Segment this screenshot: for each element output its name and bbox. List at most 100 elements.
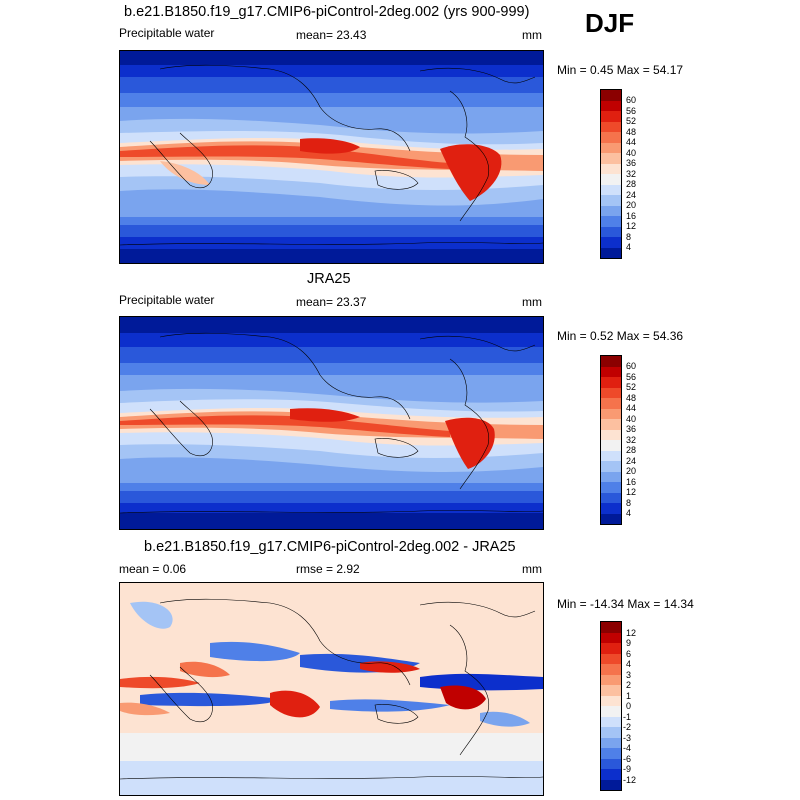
panel3-colorbar-label: 0 — [626, 701, 632, 711]
panel3-title: b.e21.B1850.f19_g17.CMIP6-piControl-2deg… — [144, 539, 516, 555]
panel1-colorbar-label: 24 — [626, 190, 637, 200]
panel2-colorbar-label: 4 — [626, 508, 632, 518]
colorbar-segment — [601, 419, 621, 430]
panel1-colorbar-label: 56 — [626, 106, 637, 116]
colorbar-segment — [601, 727, 621, 738]
panel1-title: b.e21.B1850.f19_g17.CMIP6-piControl-2deg… — [124, 4, 530, 20]
colorbar-segment — [601, 685, 621, 696]
panel3-colorbar-label: -1 — [623, 712, 632, 722]
colorbar-segment — [601, 205, 621, 216]
colorbar-segment — [601, 90, 621, 101]
panel3-colorbar-label: -9 — [623, 764, 632, 774]
panel2-colorbar-label: 36 — [626, 424, 637, 434]
colorbar-segment — [601, 398, 621, 409]
panel1-map — [119, 50, 544, 264]
colorbar-segment — [601, 450, 621, 461]
colorbar-segment — [601, 195, 621, 206]
colorbar-segment — [601, 513, 621, 524]
colorbar-segment — [601, 482, 621, 493]
panel3-colorbar-label: 1 — [626, 691, 632, 701]
colorbar-segment — [601, 503, 621, 514]
colorbar-segment — [601, 216, 621, 227]
panel1-colorbar-label: 40 — [626, 148, 637, 158]
panel3-colorbar-label: 4 — [626, 659, 632, 669]
colorbar-segment — [601, 429, 621, 440]
panel2-colorbar — [600, 355, 622, 525]
panel3-colorbar-label: -6 — [623, 754, 632, 764]
panel1-colorbar-label: 48 — [626, 127, 637, 137]
panel2-colorbar-label: 28 — [626, 445, 637, 455]
colorbar-segment — [601, 377, 621, 388]
colorbar-segment — [601, 247, 621, 258]
panel2-colorbar-label: 16 — [626, 477, 637, 487]
panel3-colorbar-label: 9 — [626, 638, 632, 648]
panel2-colorbar-label: 48 — [626, 393, 637, 403]
panel2-variable-label: Precipitable water — [119, 293, 215, 307]
panel2-colorbar-label: 52 — [626, 382, 637, 392]
colorbar-segment — [601, 706, 621, 717]
panel1-minmax: Min = 0.45 Max = 54.17 — [557, 63, 684, 77]
colorbar-segment — [601, 769, 621, 780]
colorbar-segment — [601, 132, 621, 143]
colorbar-segment — [601, 356, 621, 367]
panel3-units-label: mm — [522, 562, 542, 576]
panel2-colorbar-label: 40 — [626, 414, 637, 424]
panel3-colorbar — [600, 621, 622, 791]
colorbar-segment — [601, 492, 621, 503]
panel1-colorbar-label: 32 — [626, 169, 637, 179]
colorbar-segment — [601, 226, 621, 237]
panel2-colorbar-label: 60 — [626, 361, 637, 371]
colorbar-segment — [601, 237, 621, 248]
colorbar-segment — [601, 716, 621, 727]
colorbar-segment — [601, 366, 621, 377]
panel1-colorbar-label: 52 — [626, 116, 637, 126]
colorbar-segment — [601, 408, 621, 419]
colorbar-segment — [601, 664, 621, 675]
colorbar-segment — [601, 461, 621, 472]
panel3-colorbar-label: -2 — [623, 722, 632, 732]
colorbar-segment — [601, 153, 621, 164]
panel3-colorbar-label: -12 — [623, 775, 637, 785]
panel1-colorbar-label: 20 — [626, 200, 637, 210]
panel2-mean-label: mean= 23.37 — [296, 295, 367, 309]
colorbar-segment — [601, 695, 621, 706]
panel2-title: JRA25 — [307, 271, 351, 287]
panel1-colorbar-label: 8 — [626, 232, 632, 242]
panel3-colorbar-label: 6 — [626, 649, 632, 659]
panel2-colorbar-label: 56 — [626, 372, 637, 382]
colorbar-segment — [601, 174, 621, 185]
panel3-colorbar-label: 2 — [626, 680, 632, 690]
panel2-colorbar-label: 12 — [626, 487, 637, 497]
panel2-colorbar-label: 32 — [626, 435, 637, 445]
panel2-units-label: mm — [522, 295, 542, 309]
panel2-minmax: Min = 0.52 Max = 54.36 — [557, 329, 684, 343]
panel2-colorbar-label: 24 — [626, 456, 637, 466]
colorbar-segment — [601, 643, 621, 654]
colorbar-segment — [601, 121, 621, 132]
colorbar-segment — [601, 111, 621, 122]
colorbar-segment — [601, 737, 621, 748]
colorbar-segment — [601, 387, 621, 398]
panel3-colorbar-label: 3 — [626, 670, 632, 680]
panel2-colorbar-label: 8 — [626, 498, 632, 508]
panel1-map-field — [120, 51, 543, 263]
panel3-colorbar-label: -4 — [623, 743, 632, 753]
panel1-colorbar-label: 60 — [626, 95, 637, 105]
colorbar-segment — [601, 184, 621, 195]
colorbar-segment — [601, 622, 621, 633]
season-label: DJF — [585, 8, 635, 38]
panel1-colorbar-label: 4 — [626, 242, 632, 252]
panel1-colorbar-label: 12 — [626, 221, 637, 231]
panel3-map — [119, 582, 544, 796]
panel3-map-field — [120, 583, 543, 795]
colorbar-segment — [601, 674, 621, 685]
panel3-minmax: Min = -14.34 Max = 14.34 — [557, 597, 694, 611]
panel1-variable-label: Precipitable water — [119, 26, 215, 40]
panel2-map — [119, 316, 544, 530]
colorbar-segment — [601, 632, 621, 643]
panel1-colorbar — [600, 89, 622, 259]
colorbar-segment — [601, 653, 621, 664]
panel1-mean-label: mean= 23.43 — [296, 28, 367, 42]
colorbar-segment — [601, 779, 621, 790]
panel2-map-field — [120, 317, 543, 529]
